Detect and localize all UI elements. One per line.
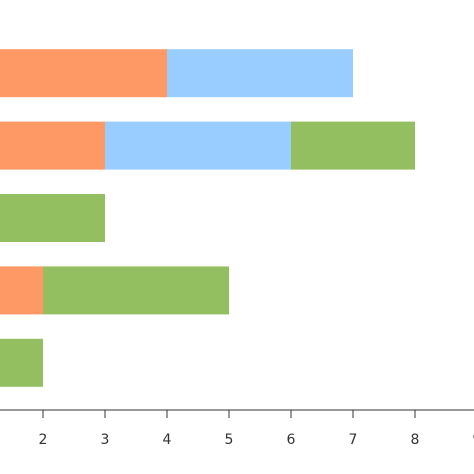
x-tick-label: 3 (101, 432, 110, 448)
x-tick-label: 7 (349, 432, 358, 448)
x-tick-label: 9 (473, 432, 474, 448)
bar-segment (105, 121, 291, 170)
x-tick-label: 5 (225, 432, 234, 448)
x-tick-label: 6 (287, 432, 296, 448)
bar-segment (0, 49, 167, 98)
bar-segment (0, 266, 43, 315)
x-tick-label: 4 (163, 432, 172, 448)
x-tick-label: 8 (411, 432, 420, 448)
bar-segment (167, 49, 353, 98)
bar-segment (0, 121, 105, 170)
bar-segment (43, 266, 229, 315)
x-tick-label: 2 (39, 432, 48, 448)
bar-segment (0, 194, 105, 242)
bar-segment (0, 338, 43, 387)
bar-segment (291, 121, 415, 170)
